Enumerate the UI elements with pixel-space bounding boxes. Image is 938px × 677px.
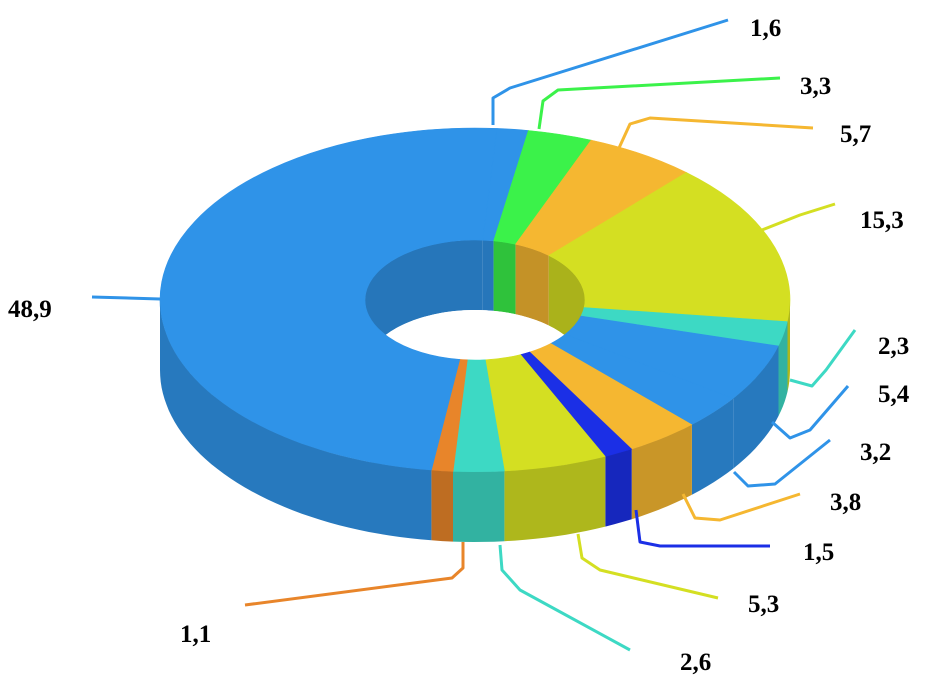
inner-wall-1	[493, 240, 516, 315]
inner-wall-0	[482, 240, 494, 311]
leader-line-7	[681, 492, 801, 522]
leader-line-4	[789, 329, 857, 388]
chart-leader-lines	[91, 18, 857, 652]
outer-wall-11	[431, 470, 453, 542]
leader-line-9	[576, 533, 719, 600]
leader-line-8	[634, 509, 770, 548]
inner-wall-12	[365, 240, 483, 370]
slice-12	[159, 127, 498, 471]
outer-wall-9	[504, 456, 606, 542]
outer-wall-5	[733, 346, 779, 469]
leader-line-2	[617, 116, 814, 149]
outer-wall-6	[691, 398, 734, 495]
outer-wall-4	[778, 321, 788, 416]
leader-line-11	[244, 542, 465, 607]
value-label-11: 1,1	[180, 621, 211, 648]
chart-front-walls	[160, 300, 790, 542]
leader-line-3	[761, 202, 836, 232]
outer-wall-8	[605, 449, 632, 527]
value-label-2: 5,7	[840, 121, 871, 148]
chart-top-faces	[159, 127, 791, 473]
leader-line-0	[491, 18, 729, 125]
value-label-9: 5,3	[748, 591, 779, 618]
value-label-3: 15,3	[860, 207, 904, 234]
value-label-5: 5,4	[878, 381, 910, 408]
value-label-4: 2,3	[878, 333, 909, 360]
value-label-12: 48,9	[8, 296, 52, 323]
chart-value-labels: 1,6 3,3 5,7 15,3 2,3 5,4 3,2 3,8 1,5 5,3 2,6 1,1 48,…	[8, 15, 910, 676]
outer-wall-3	[787, 300, 790, 392]
outer-wall-7	[631, 424, 692, 520]
leader-line-10	[498, 544, 631, 652]
outer-wall-12	[160, 300, 432, 541]
value-label-6: 3,2	[860, 439, 891, 466]
outer-wall-10	[453, 471, 505, 542]
value-label-10: 2,6	[680, 649, 711, 676]
leader-line-6	[732, 438, 831, 488]
inner-wall-2	[515, 244, 549, 326]
leader-line-5	[771, 385, 850, 440]
value-label-0: 1,6	[750, 15, 781, 42]
value-label-1: 3,3	[800, 73, 831, 100]
value-label-8: 1,5	[803, 539, 834, 566]
leader-line-12	[91, 295, 161, 301]
value-label-7: 3,8	[830, 489, 861, 516]
leader-line-1	[537, 76, 781, 130]
